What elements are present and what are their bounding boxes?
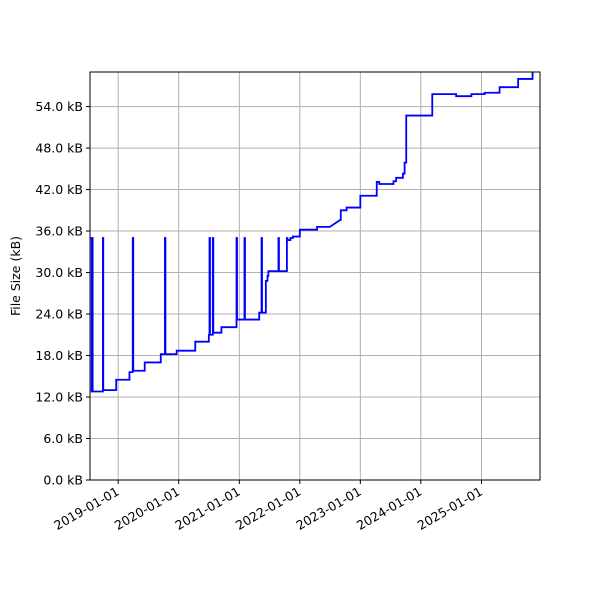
- y-axis-title: File Size (kB): [8, 236, 23, 316]
- x-tick-label: 2021-01-01: [172, 484, 242, 533]
- x-tick-label: 2023-01-01: [293, 484, 363, 533]
- y-axis: 0.0 kB 6.0 kB 12.0 kB 18.0 kB 24.0 kB 30.0 kB…: [35, 99, 90, 488]
- y-tick-label: 6.0 kB: [43, 431, 83, 446]
- series-line-file-size: [90, 72, 534, 393]
- y-tick-label: 12.0 kB: [35, 390, 83, 405]
- x-tick-label: 2022-01-01: [233, 484, 303, 533]
- series-layer: [90, 72, 534, 393]
- x-tick-label: 2024-01-01: [354, 484, 424, 533]
- y-tick-label: 54.0 kB: [35, 99, 83, 114]
- x-tick-label: 2025-01-01: [415, 484, 485, 533]
- y-tick-label: 42.0 kB: [35, 182, 83, 197]
- x-tick-label: 2020-01-01: [112, 484, 182, 533]
- grid: [90, 72, 540, 481]
- y-tick-label: 30.0 kB: [35, 265, 83, 280]
- y-tick-label: 36.0 kB: [35, 224, 83, 239]
- y-tick-label: 18.0 kB: [35, 348, 83, 363]
- plot-frame: [89, 71, 541, 481]
- y-tick-label: 24.0 kB: [35, 307, 83, 322]
- x-tick-label: 2019-01-01: [51, 484, 121, 533]
- x-axis: 2019-01-012020-01-012021-01-012022-01-01…: [51, 480, 485, 533]
- y-tick-label: 0.0 kB: [43, 473, 83, 488]
- y-tick-label: 48.0 kB: [35, 141, 83, 156]
